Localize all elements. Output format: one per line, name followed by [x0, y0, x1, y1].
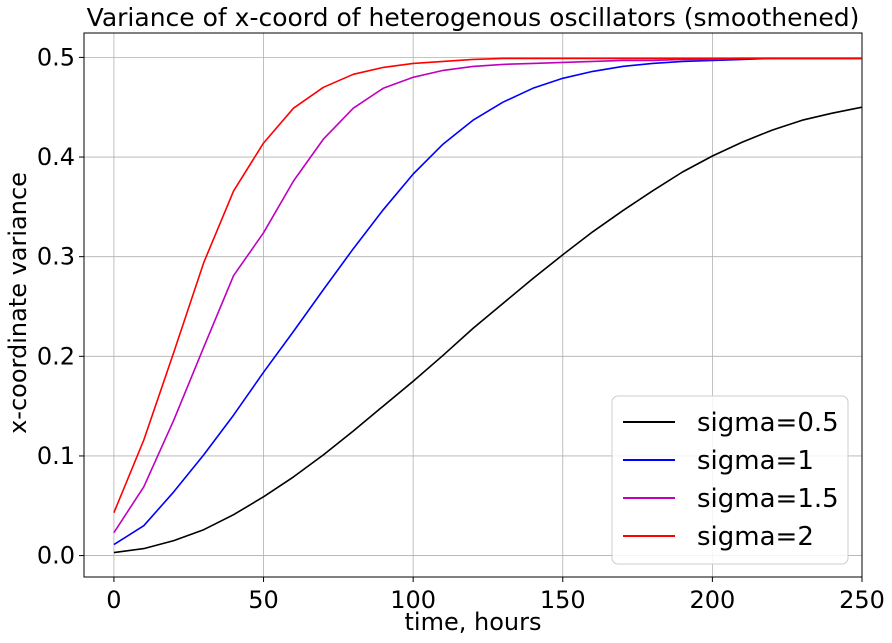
y-tick-label: 0.5 — [37, 43, 75, 71]
legend-label: sigma=0.5 — [697, 408, 839, 438]
y-tick-label: 0.0 — [37, 542, 75, 570]
legend-label: sigma=1.5 — [697, 484, 839, 514]
x-tick-label: 200 — [689, 586, 735, 614]
series-line — [113, 57, 862, 546]
x-tick-label: 0 — [106, 586, 121, 614]
series-line — [113, 57, 862, 514]
x-tick-label: 150 — [540, 586, 586, 614]
legend-label: sigma=2 — [697, 522, 814, 552]
y-tick-label: 0.4 — [37, 143, 75, 171]
legend-box — [611, 395, 849, 565]
x-tick-label: 100 — [390, 586, 436, 614]
y-tick-label: 0.1 — [37, 442, 75, 470]
legend-label: sigma=1 — [697, 446, 814, 476]
y-axis-label: x-coordinate variance — [4, 172, 32, 434]
x-axis-label: time, hours — [405, 608, 542, 636]
x-tick-label: 250 — [839, 586, 885, 614]
legend: sigma=0.5 sigma=1 sigma=1.5 sigma=2 — [611, 395, 849, 565]
y-tick-label: 0.3 — [37, 243, 75, 271]
grid-lines — [84, 33, 863, 577]
plot-area — [83, 32, 863, 578]
chart-title: Variance of x-coord of heterogenous osci… — [87, 3, 860, 32]
x-tick-label: 50 — [248, 586, 279, 614]
y-tick-label: 0.2 — [37, 342, 75, 370]
series-line — [113, 106, 863, 554]
series-lines — [113, 57, 863, 554]
axis-ticks: 0 50 100 150 200 250 0.0 0.1 0.2 0.3 0.4 0.5 — [37, 43, 885, 614]
